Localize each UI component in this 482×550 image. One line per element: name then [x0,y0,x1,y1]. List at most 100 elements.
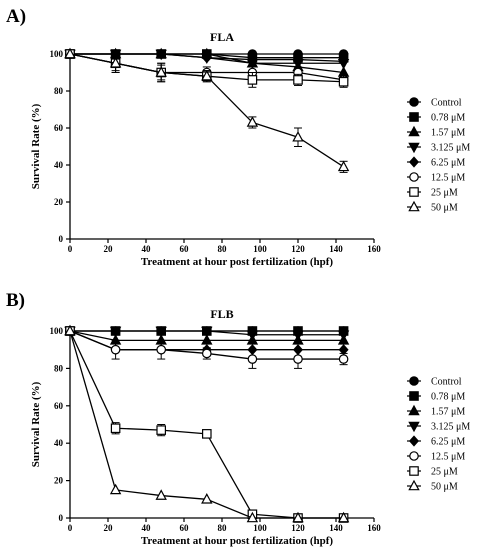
legend-label: 25 μM [431,467,458,478]
legend-entry: 0.78 μM [407,391,465,403]
data-point [202,429,212,439]
legend-label: 50 μM [431,203,458,214]
legend-entry: 6.25 μM [407,435,465,448]
data-point [201,69,213,81]
legend-marker [409,451,419,461]
x-tick-label: 160 [367,523,381,533]
x-tick-label: 140 [329,244,343,254]
data-point [293,354,303,364]
legend-marker [408,435,420,447]
data-point [247,354,258,364]
legend-label: 50 μM [431,482,458,493]
y-tick-label: 60 [54,401,64,411]
legend: Control 0.78 μM 1.57 μM 3.125 μM 6.25 μM 12.5… [407,97,470,214]
legend-marker [409,172,419,182]
data-point [202,348,212,359]
legend-entry: 1.57 μM [407,125,465,139]
y-tick-label: 60 [54,123,64,133]
legend-entry: 50 μM [407,200,458,214]
y-tick-label: 80 [54,86,64,96]
x-tick-label: 60 [180,244,190,254]
data-point [292,130,304,142]
chart-title: FLA [210,30,234,44]
data-point [64,324,76,336]
data-point [109,483,122,495]
data-point [337,511,350,523]
legend-entry: 6.25 μM [407,156,465,169]
y-tick-label: 80 [54,363,64,373]
data-point [246,330,259,342]
x-tick-label: 60 [180,523,190,533]
data-point [110,344,121,355]
legend-label: 0.78 μM [431,113,465,124]
y-tick-label: 0 [59,513,64,523]
legend-label: 25 μM [431,188,458,199]
y-axis-title: Survival Rate (%) [30,381,42,467]
panel-label: B) [6,290,25,311]
legend-label: Control [431,377,462,388]
legend-entry: 50 μM [407,479,458,493]
series-50-um [64,47,350,173]
data-point [201,493,213,504]
y-tick-label: 40 [54,438,64,448]
legend-entry: 3.125 μM [407,143,470,154]
legend-marker [409,187,419,197]
legend-marker [409,97,419,107]
x-axis-title: Treatment at hour post fertilization (hp… [141,535,334,547]
x-tick-label: 120 [291,523,305,533]
legend-entry: 1.57 μM [407,404,465,418]
data-point [292,330,304,342]
data-point [201,52,212,64]
data-point [110,423,121,434]
data-point [201,326,213,338]
legend-entry: 0.78 μM [407,112,465,124]
chart-title: FLB [210,307,233,321]
legend-marker [409,391,419,401]
legend-label: 1.57 μM [431,407,465,418]
y-tick-label: 20 [54,197,64,207]
data-point [155,489,167,500]
legend-marker [409,466,419,476]
data-point [156,344,166,355]
data-point [337,160,350,172]
y-tick-label: 0 [59,234,64,244]
legend-marker [408,421,420,433]
data-point [246,511,259,523]
legend-marker [408,200,420,212]
legend-label: 12.5 μM [431,452,465,463]
y-tick-label: 40 [54,160,64,170]
series-3-125-um [64,326,350,342]
legend-entry: 12.5 μM [407,172,465,184]
data-point [293,75,303,85]
y-tick-label: 100 [50,49,64,59]
x-tick-label: 120 [291,244,305,254]
legend-label: 6.25 μM [431,437,465,448]
data-point [292,53,304,66]
legend-marker [408,404,420,416]
legend-marker [409,376,419,386]
data-point [155,326,167,338]
legend-entry: 25 μM [407,187,458,199]
legend-marker [408,479,420,491]
x-tick-label: 20 [104,244,114,254]
data-point [338,354,349,364]
legend-entry: Control [407,376,462,388]
legend-entry: Control [407,97,462,109]
legend-marker [409,112,419,122]
y-axis-title: Survival Rate (%) [30,103,42,189]
data-point [246,116,259,127]
data-point [201,334,213,345]
x-axis-title: Treatment at hour post fertilization (hp… [141,256,334,268]
data-point [155,66,167,77]
x-tick-label: 0 [68,523,73,533]
chart-panel-b: B) FLB 0 20 40 60 80 100 0 20 40 60 80 100 120 140 160 Tr… [6,290,470,547]
legend-label: 6.25 μM [431,158,465,169]
x-tick-label: 0 [68,244,73,254]
x-tick-label: 100 [253,244,267,254]
legend-label: 3.125 μM [431,143,470,154]
data-point [337,330,350,342]
legend-entry: 3.125 μM [407,422,470,433]
legend: Control 0.78 μM 1.57 μM 3.125 μM 6.25 μM 12.5… [407,376,470,493]
data-point [338,76,349,87]
